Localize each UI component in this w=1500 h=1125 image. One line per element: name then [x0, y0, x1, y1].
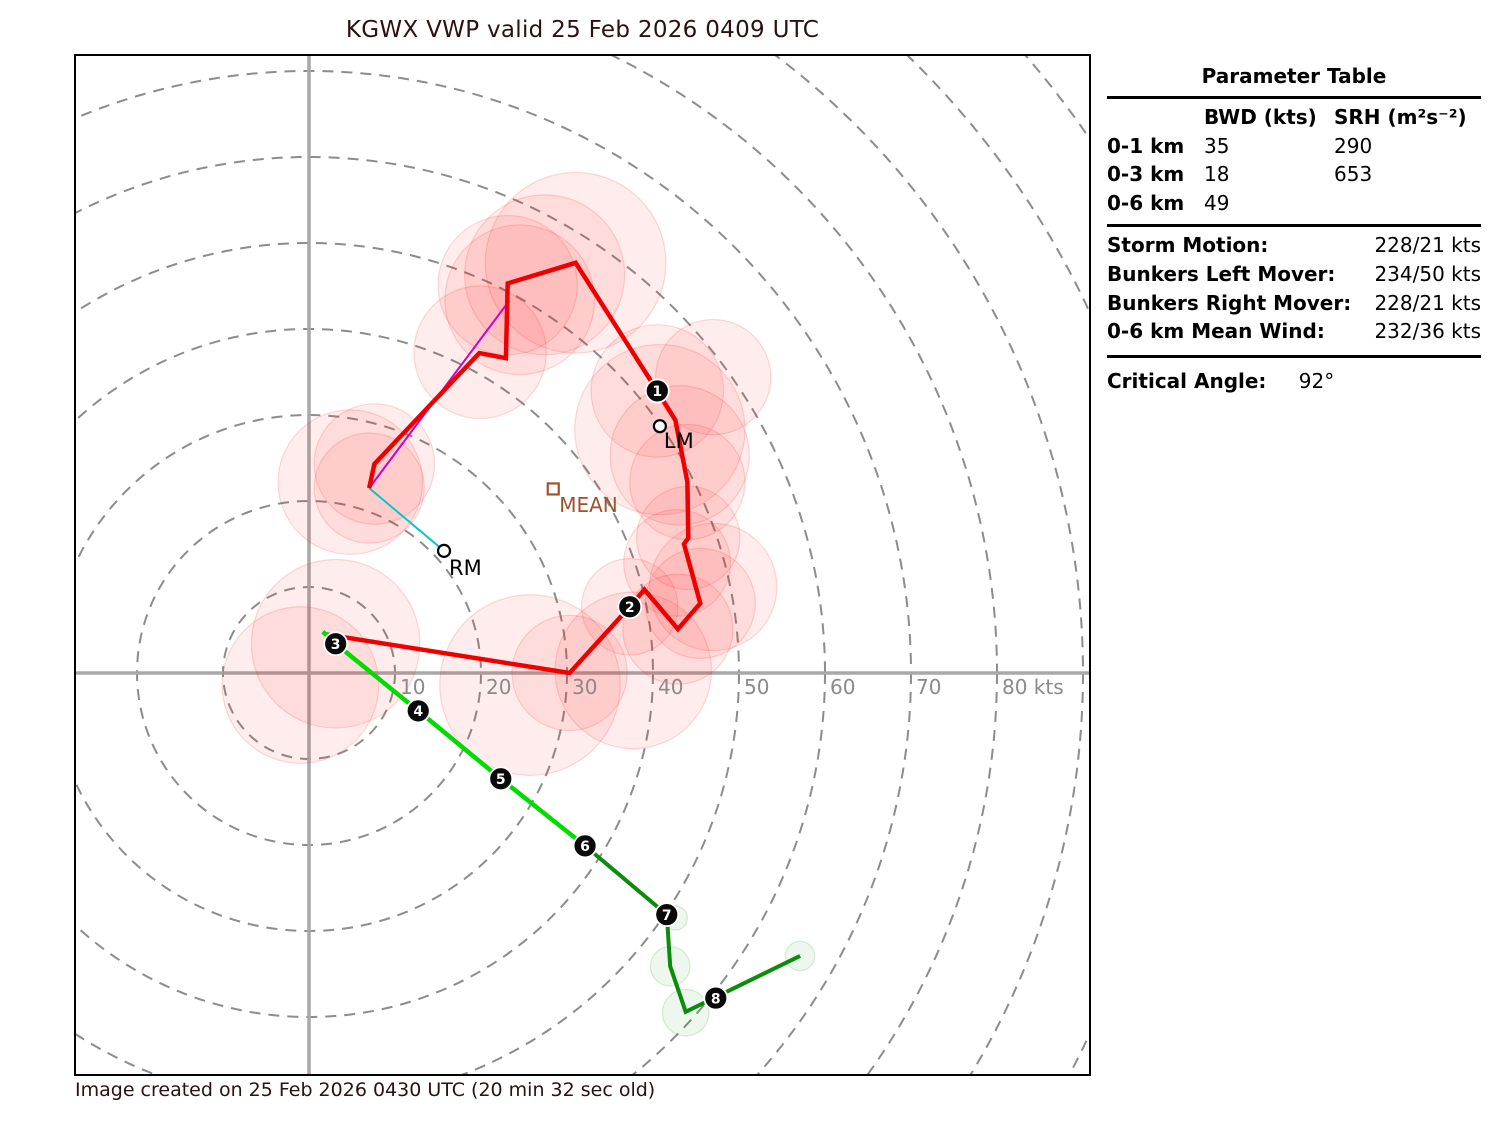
mean-wind-row: 0-6 km Mean Wind: 232/36 kts — [1107, 317, 1481, 346]
bwd-0-6km: 49 — [1204, 190, 1230, 215]
rms-circle-red — [221, 606, 380, 764]
speed-tick-label-30: 30 — [572, 675, 597, 699]
row-label-0-1km: 0-1 km — [1107, 133, 1185, 158]
srh-0-3km: 653 — [1334, 162, 1373, 187]
parameter-table-title: Parameter Table — [1201, 64, 1387, 88]
table-divider — [1107, 354, 1481, 358]
speed-tick-label-10: 10 — [400, 675, 425, 699]
mean-wind-label: 0-6 km Mean Wind: — [1107, 319, 1325, 344]
km-marker-4 — [405, 698, 431, 724]
bwd-0-1km: 35 — [1204, 133, 1230, 158]
mean-wind-value: 232/36 kts — [1374, 319, 1481, 344]
mean-motion-marker — [546, 482, 560, 496]
critical-angle-value: 92° — [1298, 368, 1335, 393]
bunkers-right-label: Bunkers Right Mover: — [1107, 290, 1352, 315]
mean-motion-label: MEAN — [559, 493, 618, 517]
speed-tick-label-80: 80 kts — [1002, 675, 1064, 699]
storm-motion-value: 228/21 kts — [1374, 233, 1481, 258]
rms-circle-red — [277, 409, 424, 555]
rm-motion-marker — [436, 543, 452, 558]
table-divider — [1107, 224, 1481, 228]
km-marker-7 — [654, 902, 680, 928]
srh-0-6km — [1334, 189, 1481, 218]
bunkers-right-value: 228/21 kts — [1374, 290, 1481, 315]
km-marker-label-5: 5 — [496, 772, 506, 788]
critical-angle-label: Critical Angle: — [1107, 368, 1267, 393]
rms-circle-red — [648, 522, 778, 652]
bwd-0-3km: 18 — [1204, 162, 1230, 187]
row-label-0-3km: 0-3 km — [1107, 162, 1185, 187]
speed-tick-label-20: 20 — [486, 675, 511, 699]
storm-motion-label: Storm Motion: — [1107, 233, 1269, 258]
critical-angle-row: Critical Angle: 92° — [1107, 367, 1481, 395]
bwd-column-header: BWD (kts) — [1204, 105, 1317, 129]
km-marker-8 — [703, 985, 729, 1011]
km-marker-label-8: 8 — [711, 991, 721, 1007]
bunkers-right-row: Bunkers Right Mover: 228/21 kts — [1107, 289, 1481, 318]
rms-circle-red — [609, 385, 750, 526]
row-label-0-6km: 0-6 km — [1107, 190, 1185, 215]
km-marker-label-4: 4 — [413, 704, 423, 720]
creation-time-caption: Image created on 25 Feb 2026 0430 UTC (2… — [75, 1079, 656, 1101]
parameter-table: Parameter Table BWD (kts) SRH (m²s⁻²) 0-… — [1107, 60, 1481, 395]
bunkers-left-row: Bunkers Left Mover: 234/50 kts — [1107, 260, 1481, 289]
km-marker-label-7: 7 — [662, 908, 672, 924]
km-marker-label-2: 2 — [625, 600, 635, 616]
storm-motion-row: Storm Motion: 228/21 kts — [1107, 231, 1481, 260]
empty-header-cell — [1107, 103, 1204, 132]
bunkers-left-label: Bunkers Left Mover: — [1107, 261, 1336, 286]
trace-6-9-km-trace — [583, 844, 801, 1015]
speed-tick-label-60: 60 — [830, 675, 855, 699]
km-marker-label-1: 1 — [652, 384, 662, 400]
bunkers-left-value: 234/50 kts — [1374, 261, 1481, 286]
km-marker-2 — [617, 594, 643, 620]
km-marker-1 — [644, 378, 670, 404]
km-marker-6 — [572, 833, 598, 859]
trace-0-3-km-trace — [324, 260, 703, 676]
km-marker-label-3: 3 — [331, 637, 341, 653]
speed-tick-label-40: 40 — [658, 675, 683, 699]
km-marker-5 — [488, 766, 514, 792]
table-divider — [1107, 96, 1481, 99]
rm-motion-label: RM — [449, 556, 482, 580]
srh-column-header: SRH (m²s⁻²) — [1334, 105, 1467, 129]
rms-circle-red — [623, 508, 732, 617]
range-ring-80 — [608, 55, 998, 1075]
lm-motion-label: LM — [664, 429, 694, 453]
rms-circle-red — [654, 318, 772, 436]
rms-circle-red — [439, 594, 621, 776]
speed-tick-label-70: 70 — [916, 675, 941, 699]
lm-motion-marker — [652, 419, 667, 434]
range-ring-100 — [905, 55, 1090, 1075]
plot-title: KGWX VWP valid 25 Feb 2026 0409 UTC — [345, 17, 820, 43]
srh-0-1km: 290 — [1334, 133, 1373, 158]
shear-srh-grid: BWD (kts) SRH (m²s⁻²) 0-1 km 35 290 0-3 … — [1107, 103, 1481, 217]
plot-border — [74, 54, 1091, 1076]
km-marker-3 — [323, 631, 349, 657]
speed-tick-label-50: 50 — [744, 675, 769, 699]
km-marker-label-6: 6 — [580, 839, 590, 855]
rms-circle-red — [464, 194, 626, 356]
storm-relative-wind-line — [368, 487, 445, 552]
